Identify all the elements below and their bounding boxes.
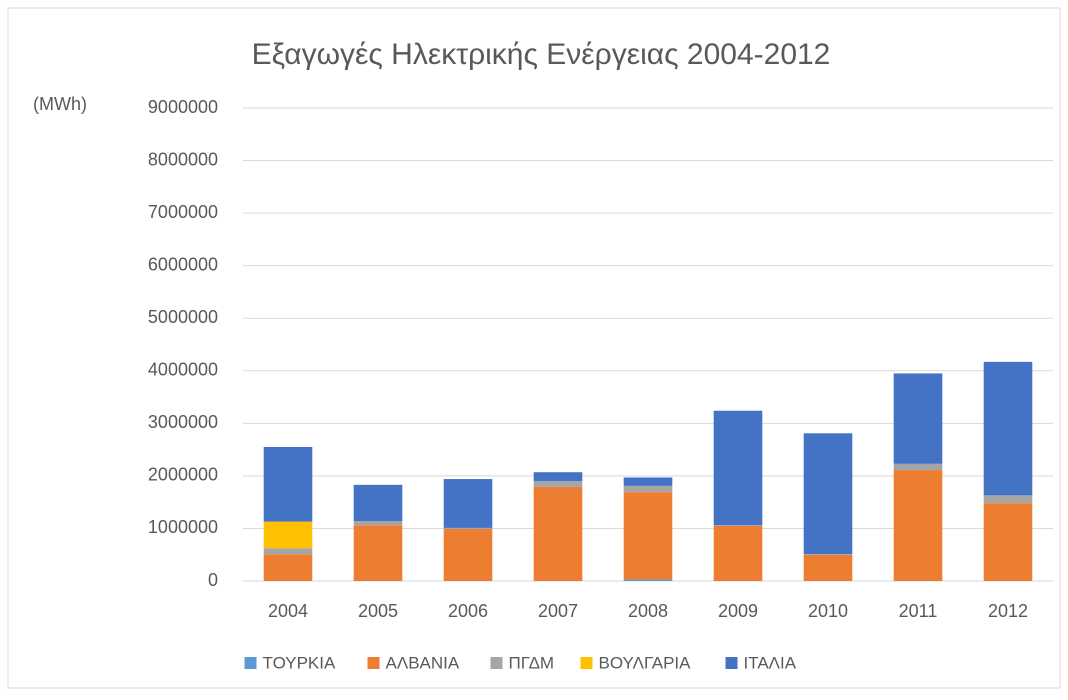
legend-swatch	[725, 657, 738, 669]
bar-segment	[353, 521, 403, 526]
y-tick-label: 5000000	[148, 307, 218, 327]
x-tick-label: 2004	[268, 601, 308, 621]
bar-segment	[623, 485, 673, 493]
x-tick-label: 2005	[358, 601, 398, 621]
legend-label: ΙΤΑΛΙΑ	[744, 653, 797, 672]
x-tick-label: 2010	[808, 601, 848, 621]
x-tick-label: 2011	[899, 601, 938, 621]
bar-segment	[353, 484, 403, 522]
y-tick-label: 0	[208, 570, 218, 590]
y-tick-label: 8000000	[148, 149, 218, 169]
bar-segment	[713, 410, 763, 526]
legend-label: ΠΓΔΜ	[509, 653, 555, 672]
legend-swatch	[580, 657, 593, 669]
y-tick-label: 1000000	[148, 517, 218, 537]
y-tick-label: 6000000	[148, 254, 218, 274]
bar-segment	[803, 433, 853, 555]
legend-swatch	[244, 657, 257, 669]
bar-segment	[533, 481, 583, 487]
y-tick-label: 4000000	[148, 360, 218, 380]
bar-segment	[713, 525, 763, 581]
chart-title: Εξαγωγές Ηλεκτρικής Ενέργειας 2004-2012	[252, 38, 831, 71]
legend-swatch	[367, 657, 380, 669]
x-tick-label: 2009	[718, 601, 758, 621]
bar-segment	[803, 554, 853, 555]
legend-label: ΑΛΒΑΝΙΑ	[386, 653, 460, 672]
bar-segment	[893, 470, 943, 581]
bar-segment	[713, 525, 763, 526]
bar-segment	[983, 495, 1033, 504]
y-axis-label: (MWh)	[33, 94, 87, 114]
bar-segment	[263, 548, 313, 555]
legend-label: ΤΟΥΡΚΙΑ	[263, 653, 336, 672]
y-tick-label: 9000000	[148, 97, 218, 117]
bar-segment	[443, 479, 493, 528]
bar-segment	[443, 527, 493, 529]
y-tick-label: 3000000	[148, 412, 218, 432]
bar-segment	[533, 472, 583, 482]
bar-segment	[893, 463, 943, 471]
x-tick-label: 2006	[448, 601, 488, 621]
legend-label: ΒΟΥΛΓΑΡΙΑ	[599, 653, 692, 672]
x-tick-label: 2008	[628, 601, 668, 621]
bar-segment	[893, 373, 943, 464]
bar-segment	[803, 554, 853, 581]
bar-segment	[263, 446, 313, 522]
legend-swatch	[490, 657, 503, 669]
bar-segment	[623, 477, 673, 486]
bar-segment	[263, 554, 313, 581]
bar-segment	[983, 503, 1033, 581]
bar-segment	[263, 521, 313, 549]
x-tick-label: 2012	[988, 601, 1028, 621]
y-tick-label: 7000000	[148, 202, 218, 222]
bar-segment	[983, 361, 1033, 496]
bar-segment	[353, 525, 403, 581]
y-tick-label: 2000000	[148, 465, 218, 485]
bar-segment	[443, 528, 493, 581]
bar-segment	[623, 579, 673, 581]
x-tick-label: 2007	[538, 601, 578, 621]
bar-segment	[533, 486, 583, 581]
bar-segment	[623, 492, 673, 580]
